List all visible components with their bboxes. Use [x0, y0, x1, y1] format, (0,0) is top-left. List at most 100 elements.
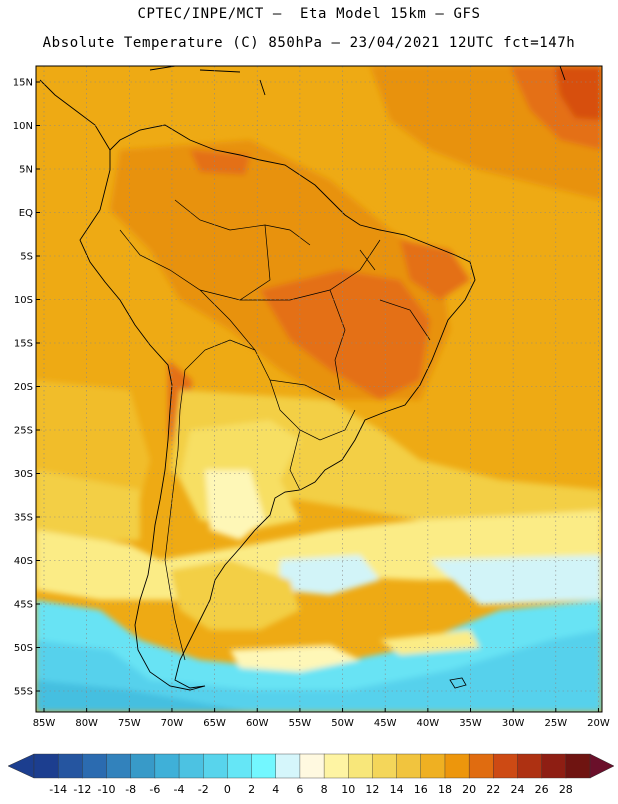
- lon-label: 30W: [502, 718, 525, 729]
- falkland-islands: [449, 677, 467, 689]
- lat-label: EQ: [19, 208, 33, 219]
- field-22c-northeast: [400, 240, 470, 300]
- coastlines: [39, 66, 566, 691]
- legend-label: -12: [73, 783, 91, 796]
- legend-label: 24: [510, 783, 524, 796]
- field-14c-pacific: [36, 470, 140, 545]
- lon-label: 40W: [417, 718, 440, 729]
- map-frame: [35, 65, 603, 713]
- lat-label: 30S: [14, 469, 33, 480]
- caribbean-islands: [149, 66, 566, 96]
- legend-label: 18: [438, 783, 452, 796]
- field-24c-ocean: [555, 66, 602, 120]
- legend-label: 12: [365, 783, 379, 796]
- legend-swatch: [203, 753, 228, 779]
- legend-swatch: [154, 753, 180, 779]
- lon-label: 45W: [374, 718, 397, 729]
- lat-label: 15S: [14, 339, 33, 350]
- lat-label: 25S: [14, 426, 33, 437]
- lat-label: 5S: [20, 252, 33, 263]
- legend-label: 4: [272, 783, 279, 796]
- legend-label: -14: [49, 783, 67, 796]
- temperature-field: [36, 66, 602, 712]
- legend-label: -8: [125, 783, 136, 796]
- legend-swatch: [251, 753, 277, 779]
- field-10c-drake: [380, 630, 480, 655]
- legend-swatch: [372, 753, 398, 779]
- legend-swatch: [348, 753, 373, 779]
- legend-swatch: [396, 753, 422, 779]
- legend-swatch: [106, 753, 132, 779]
- legend-swatch: [420, 753, 446, 779]
- legend-label: 14: [390, 783, 404, 796]
- legend-label: 6: [296, 783, 303, 796]
- lat-label: 5N: [19, 165, 33, 176]
- country-borders: [119, 199, 431, 661]
- legend-label: 10: [341, 783, 355, 796]
- legend-label: 8: [321, 783, 328, 796]
- legend-swatch: [275, 753, 301, 779]
- legend-label: -10: [98, 783, 116, 796]
- legend-high-arrow: [589, 753, 615, 779]
- lon-label: 35W: [459, 718, 482, 729]
- legend-swatch: [444, 753, 470, 779]
- legend-swatch: [323, 753, 349, 779]
- legend-swatch: [178, 753, 204, 779]
- legend-swatch: [541, 753, 567, 779]
- lon-label: 25W: [544, 718, 567, 729]
- field-title: Absolute Temperature (C) 850hPa – 23/04/…: [42, 35, 576, 51]
- lat-label: 55S: [14, 687, 33, 698]
- lat-label: 45S: [14, 600, 33, 611]
- south-america-coastline: [79, 124, 476, 691]
- field-minus2c-southern-ocean: [36, 680, 250, 712]
- legend-label: 16: [414, 783, 428, 796]
- lon-label: 70W: [161, 718, 184, 729]
- lat-label: 20S: [14, 382, 33, 393]
- lon-label: 20W: [587, 718, 610, 729]
- field-4c-south-atlantic: [280, 555, 380, 595]
- lat-label: 10S: [14, 295, 33, 306]
- lat-label: 40S: [14, 556, 33, 567]
- legend-swatch: [57, 753, 83, 779]
- model-title: CPTEC/INPE/MCT – Eta Model 15km – GFS: [137, 6, 481, 22]
- lat-label: 35S: [14, 513, 33, 524]
- lon-label: 65W: [203, 718, 226, 729]
- lat-label: 15N: [13, 78, 33, 89]
- legend-label: 2: [248, 783, 255, 796]
- legend-swatch: [468, 753, 494, 779]
- central-america-coast: [39, 79, 111, 151]
- legend-swatch: [565, 753, 591, 779]
- lon-label: 85W: [33, 718, 56, 729]
- border-lines: [119, 199, 431, 661]
- field-16c-pacific: [36, 380, 150, 500]
- field-8c-argentina: [205, 470, 265, 540]
- lon-label: 50W: [331, 718, 354, 729]
- legend-swatch: [130, 753, 156, 779]
- legend-label: -4: [174, 783, 185, 796]
- legend-label: 20: [462, 783, 476, 796]
- field-0c-southern-ocean: [36, 630, 602, 712]
- field-8c-drake: [230, 645, 360, 672]
- legend-label: 0: [224, 783, 231, 796]
- legend-swatch: [493, 753, 518, 779]
- legend-label: 22: [486, 783, 500, 796]
- legend-label: 28: [559, 783, 573, 796]
- legend-label: -2: [198, 783, 209, 796]
- lat-label: 50S: [14, 643, 33, 654]
- legend-swatch: [33, 753, 59, 779]
- lon-label: 60W: [246, 718, 269, 729]
- latitude-labels: 15N 10N 5N EQ 5S 10S 15S 20S 25S 30S 35S 40S 45S 50S 5…: [13, 78, 40, 698]
- legend-swatch: [227, 753, 253, 779]
- lat-label: 10N: [13, 121, 33, 132]
- legend-swatch: [299, 753, 325, 779]
- lon-label: 80W: [75, 718, 98, 729]
- color-legend: -14 -12 -10 -8 -6 -4 -2 0 2 4 6 8 10 12 14 16 18 20 22 24 26…: [7, 753, 615, 796]
- lon-label: 55W: [289, 718, 312, 729]
- field-14c-patagonia: [170, 560, 300, 630]
- legend-swatch: [82, 753, 108, 779]
- legend-swatch: [517, 753, 543, 779]
- longitude-labels: 85W 80W 75W 70W 65W 60W 55W 50W 45W 40W 35W 30W 25W 2…: [33, 708, 610, 729]
- legend-label: 26: [535, 783, 549, 796]
